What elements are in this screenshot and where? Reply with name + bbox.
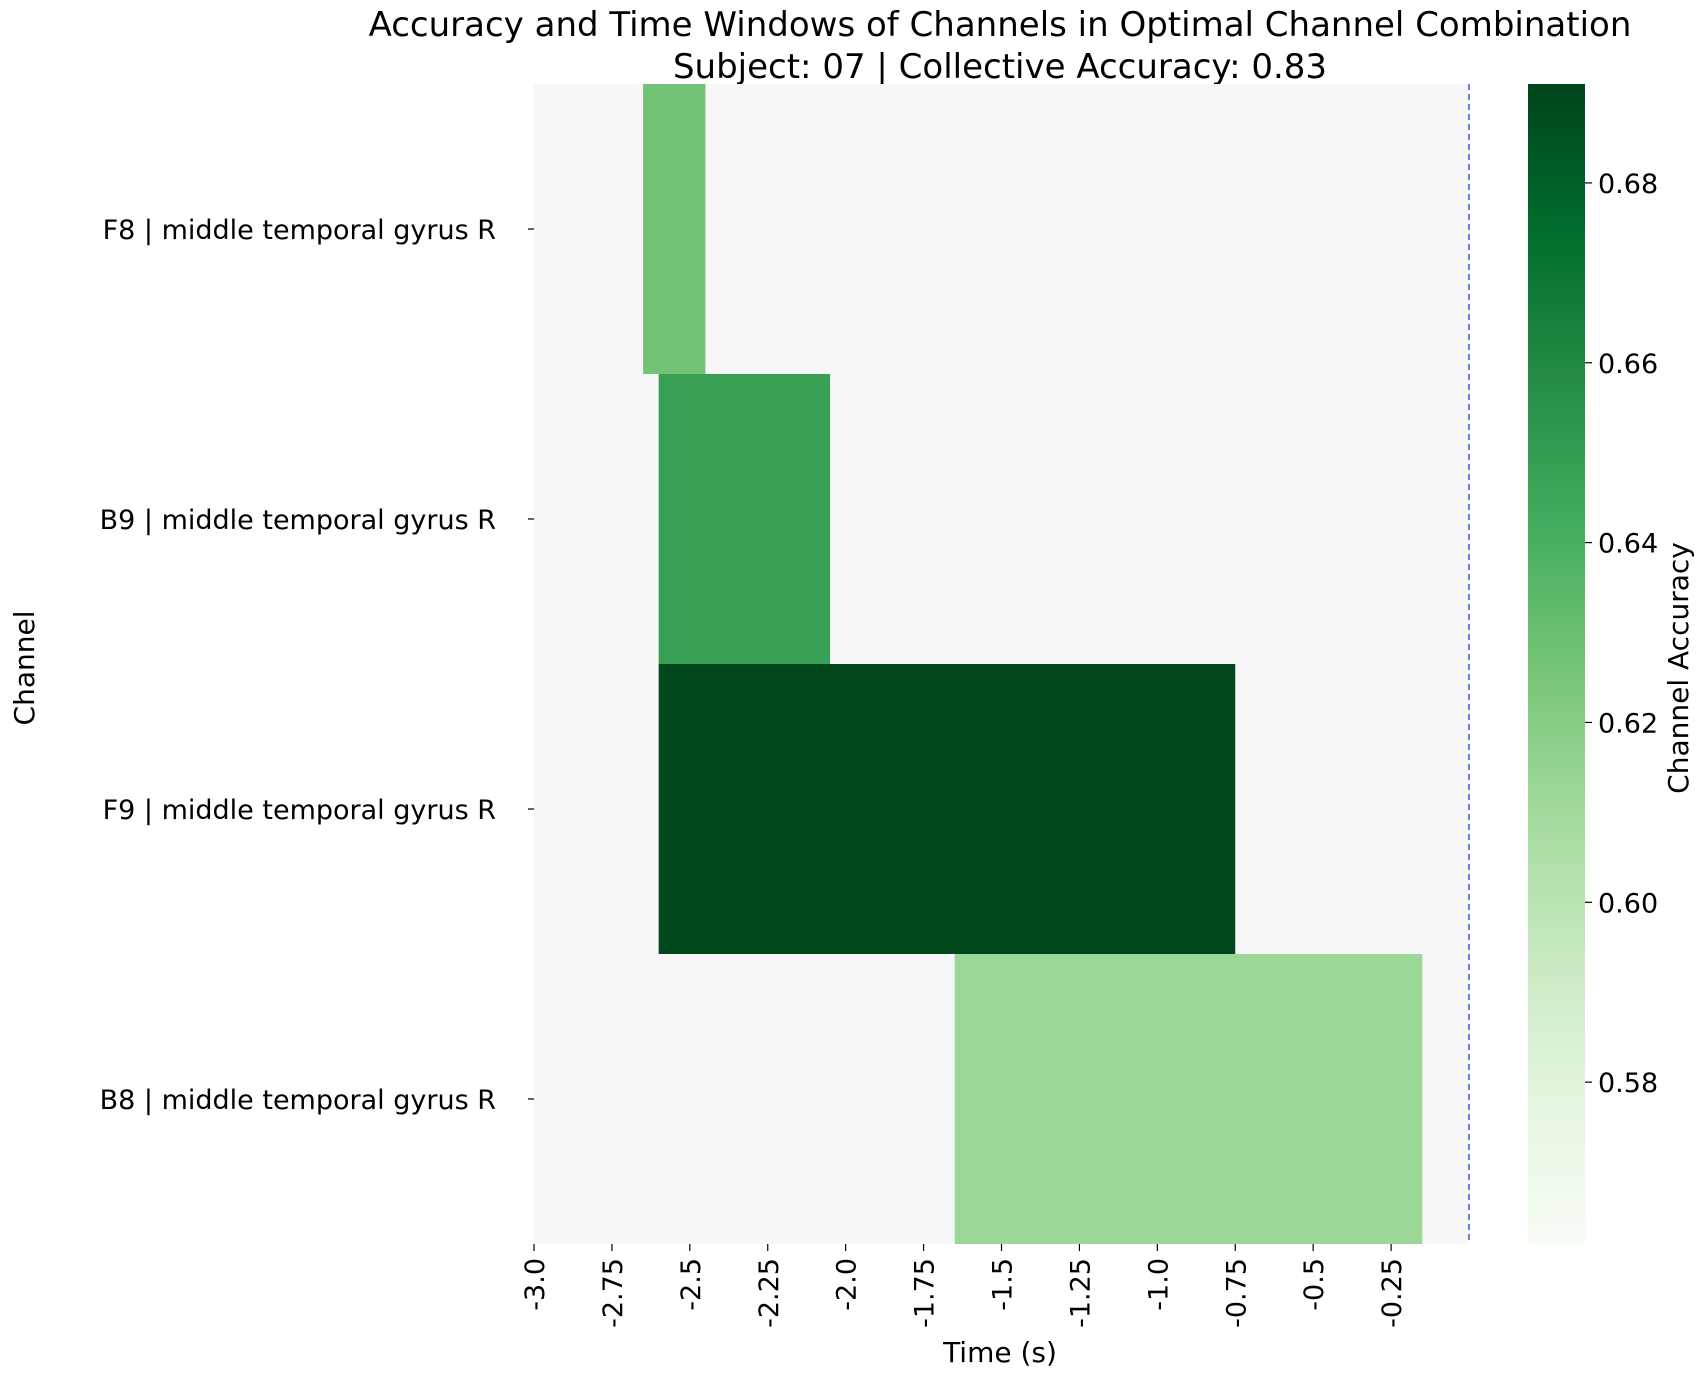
x-tick-label: -0.5 [1299, 1258, 1330, 1311]
x-tick-label: -0.75 [1221, 1258, 1252, 1328]
colorbar-tick-label: 0.60 [1598, 888, 1658, 919]
x-tick-label: -2.0 [832, 1258, 863, 1311]
y-axis-ticks: F8 | middle temporal gyrus R B9 | middle … [100, 215, 534, 1116]
colorbar-tick-label: 0.62 [1598, 708, 1658, 739]
colorbar-label: Channel Accuracy [1662, 542, 1695, 794]
window-bar-1 [643, 84, 706, 374]
x-tick-label: -2.25 [754, 1258, 785, 1328]
y-tick-label: F8 | middle temporal gyrus R [103, 215, 496, 246]
y-tick-label: F9 | middle temporal gyrus R [103, 795, 496, 826]
x-tick-label: -1.75 [910, 1258, 941, 1328]
chart-title: Accuracy and Time Windows of Channels in… [369, 5, 1632, 45]
window-bar-4 [954, 954, 1423, 1244]
x-tick-label: -0.25 [1377, 1258, 1408, 1328]
x-tick-label: -2.75 [598, 1258, 629, 1328]
colorbar-tick-label: 0.58 [1598, 1068, 1658, 1099]
colorbar-tick-label: 0.64 [1598, 529, 1658, 560]
colorbar [1528, 84, 1585, 1244]
colorbar-tick-label: 0.68 [1598, 169, 1658, 200]
chart-subtitle: Subject: 07 | Collective Accuracy: 0.83 [673, 47, 1327, 87]
x-tick-label: -3.0 [520, 1258, 551, 1311]
y-axis-label: Channel [8, 611, 41, 726]
x-tick-label: -1.5 [988, 1258, 1019, 1311]
x-axis-ticks: -3.0 -2.75 -2.5 -2.25 -2.0 -1.75 -1.5 -1.25 -1.0… [520, 1244, 1408, 1328]
y-tick-label: B8 | middle temporal gyrus R [100, 1085, 496, 1116]
x-tick-label: -2.5 [676, 1258, 707, 1311]
window-bar-2 [658, 374, 831, 664]
x-tick-label: -1.25 [1065, 1258, 1096, 1328]
window-bars [643, 84, 1423, 1244]
colorbar-ticks: 0.58 0.60 0.62 0.64 0.66 0.68 [1585, 169, 1658, 1099]
y-tick-label: B9 | middle temporal gyrus R [100, 505, 496, 536]
x-tick-label: -1.0 [1143, 1258, 1174, 1311]
colorbar-tick-label: 0.66 [1598, 349, 1658, 380]
x-axis-label: Time (s) [942, 1336, 1057, 1369]
window-bar-3 [658, 664, 1236, 954]
